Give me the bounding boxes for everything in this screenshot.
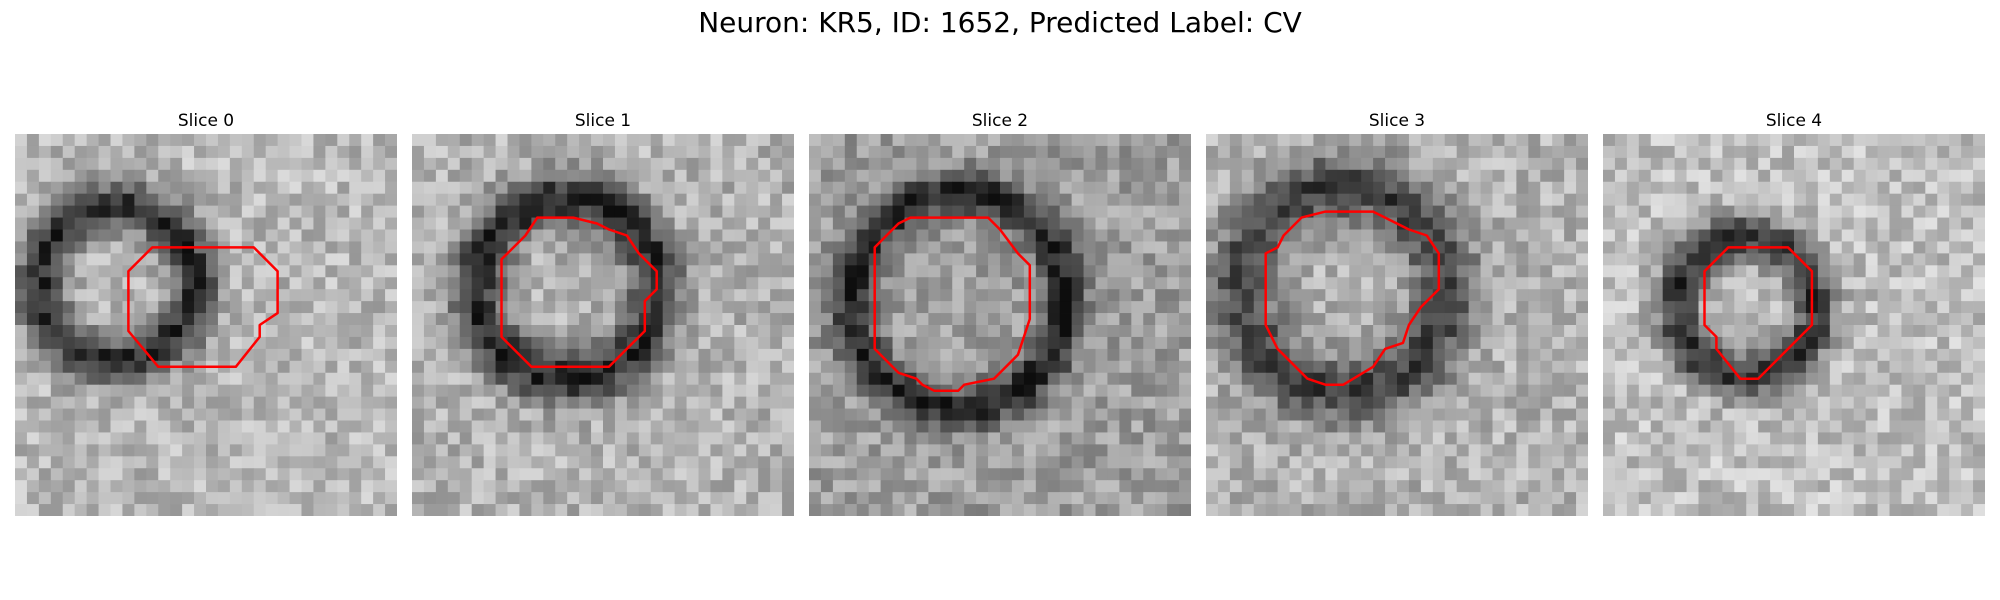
slice-grayscale-image (1206, 134, 1588, 516)
slice-image (1603, 134, 1985, 516)
slice-title: Slice 4 (1765, 111, 1823, 131)
slice-panel-0: Slice 0 (15, 108, 397, 516)
slice-image (15, 134, 397, 516)
slice-title: Slice 3 (1368, 111, 1426, 131)
slice-grayscale-image (809, 134, 1191, 516)
neuron-contour (127, 246, 279, 369)
neuron-contour (1264, 210, 1441, 386)
slice-panel-2: Slice 2 (809, 108, 1191, 516)
slice-image (412, 134, 794, 516)
figure-title: Neuron: KR5, ID: 1652, Predicted Label: … (698, 6, 1302, 39)
slice-grayscale-image (412, 134, 794, 516)
slice-panel-1: Slice 1 (412, 108, 794, 516)
slice-grayscale-image (15, 134, 397, 516)
slice-grayscale-image (1603, 134, 1985, 516)
neuron-contour (1703, 246, 1814, 380)
slice-panel-3: Slice 3 (1206, 108, 1588, 516)
slice-image (1206, 134, 1588, 516)
slice-title: Slice 1 (574, 111, 632, 131)
neuron-contour (873, 216, 1032, 392)
neuron-contour (500, 216, 658, 369)
slice-title: Slice 0 (177, 111, 235, 131)
slice-title: Slice 2 (971, 111, 1029, 131)
slice-panel-4: Slice 4 (1603, 108, 1985, 516)
slice-image (809, 134, 1191, 516)
